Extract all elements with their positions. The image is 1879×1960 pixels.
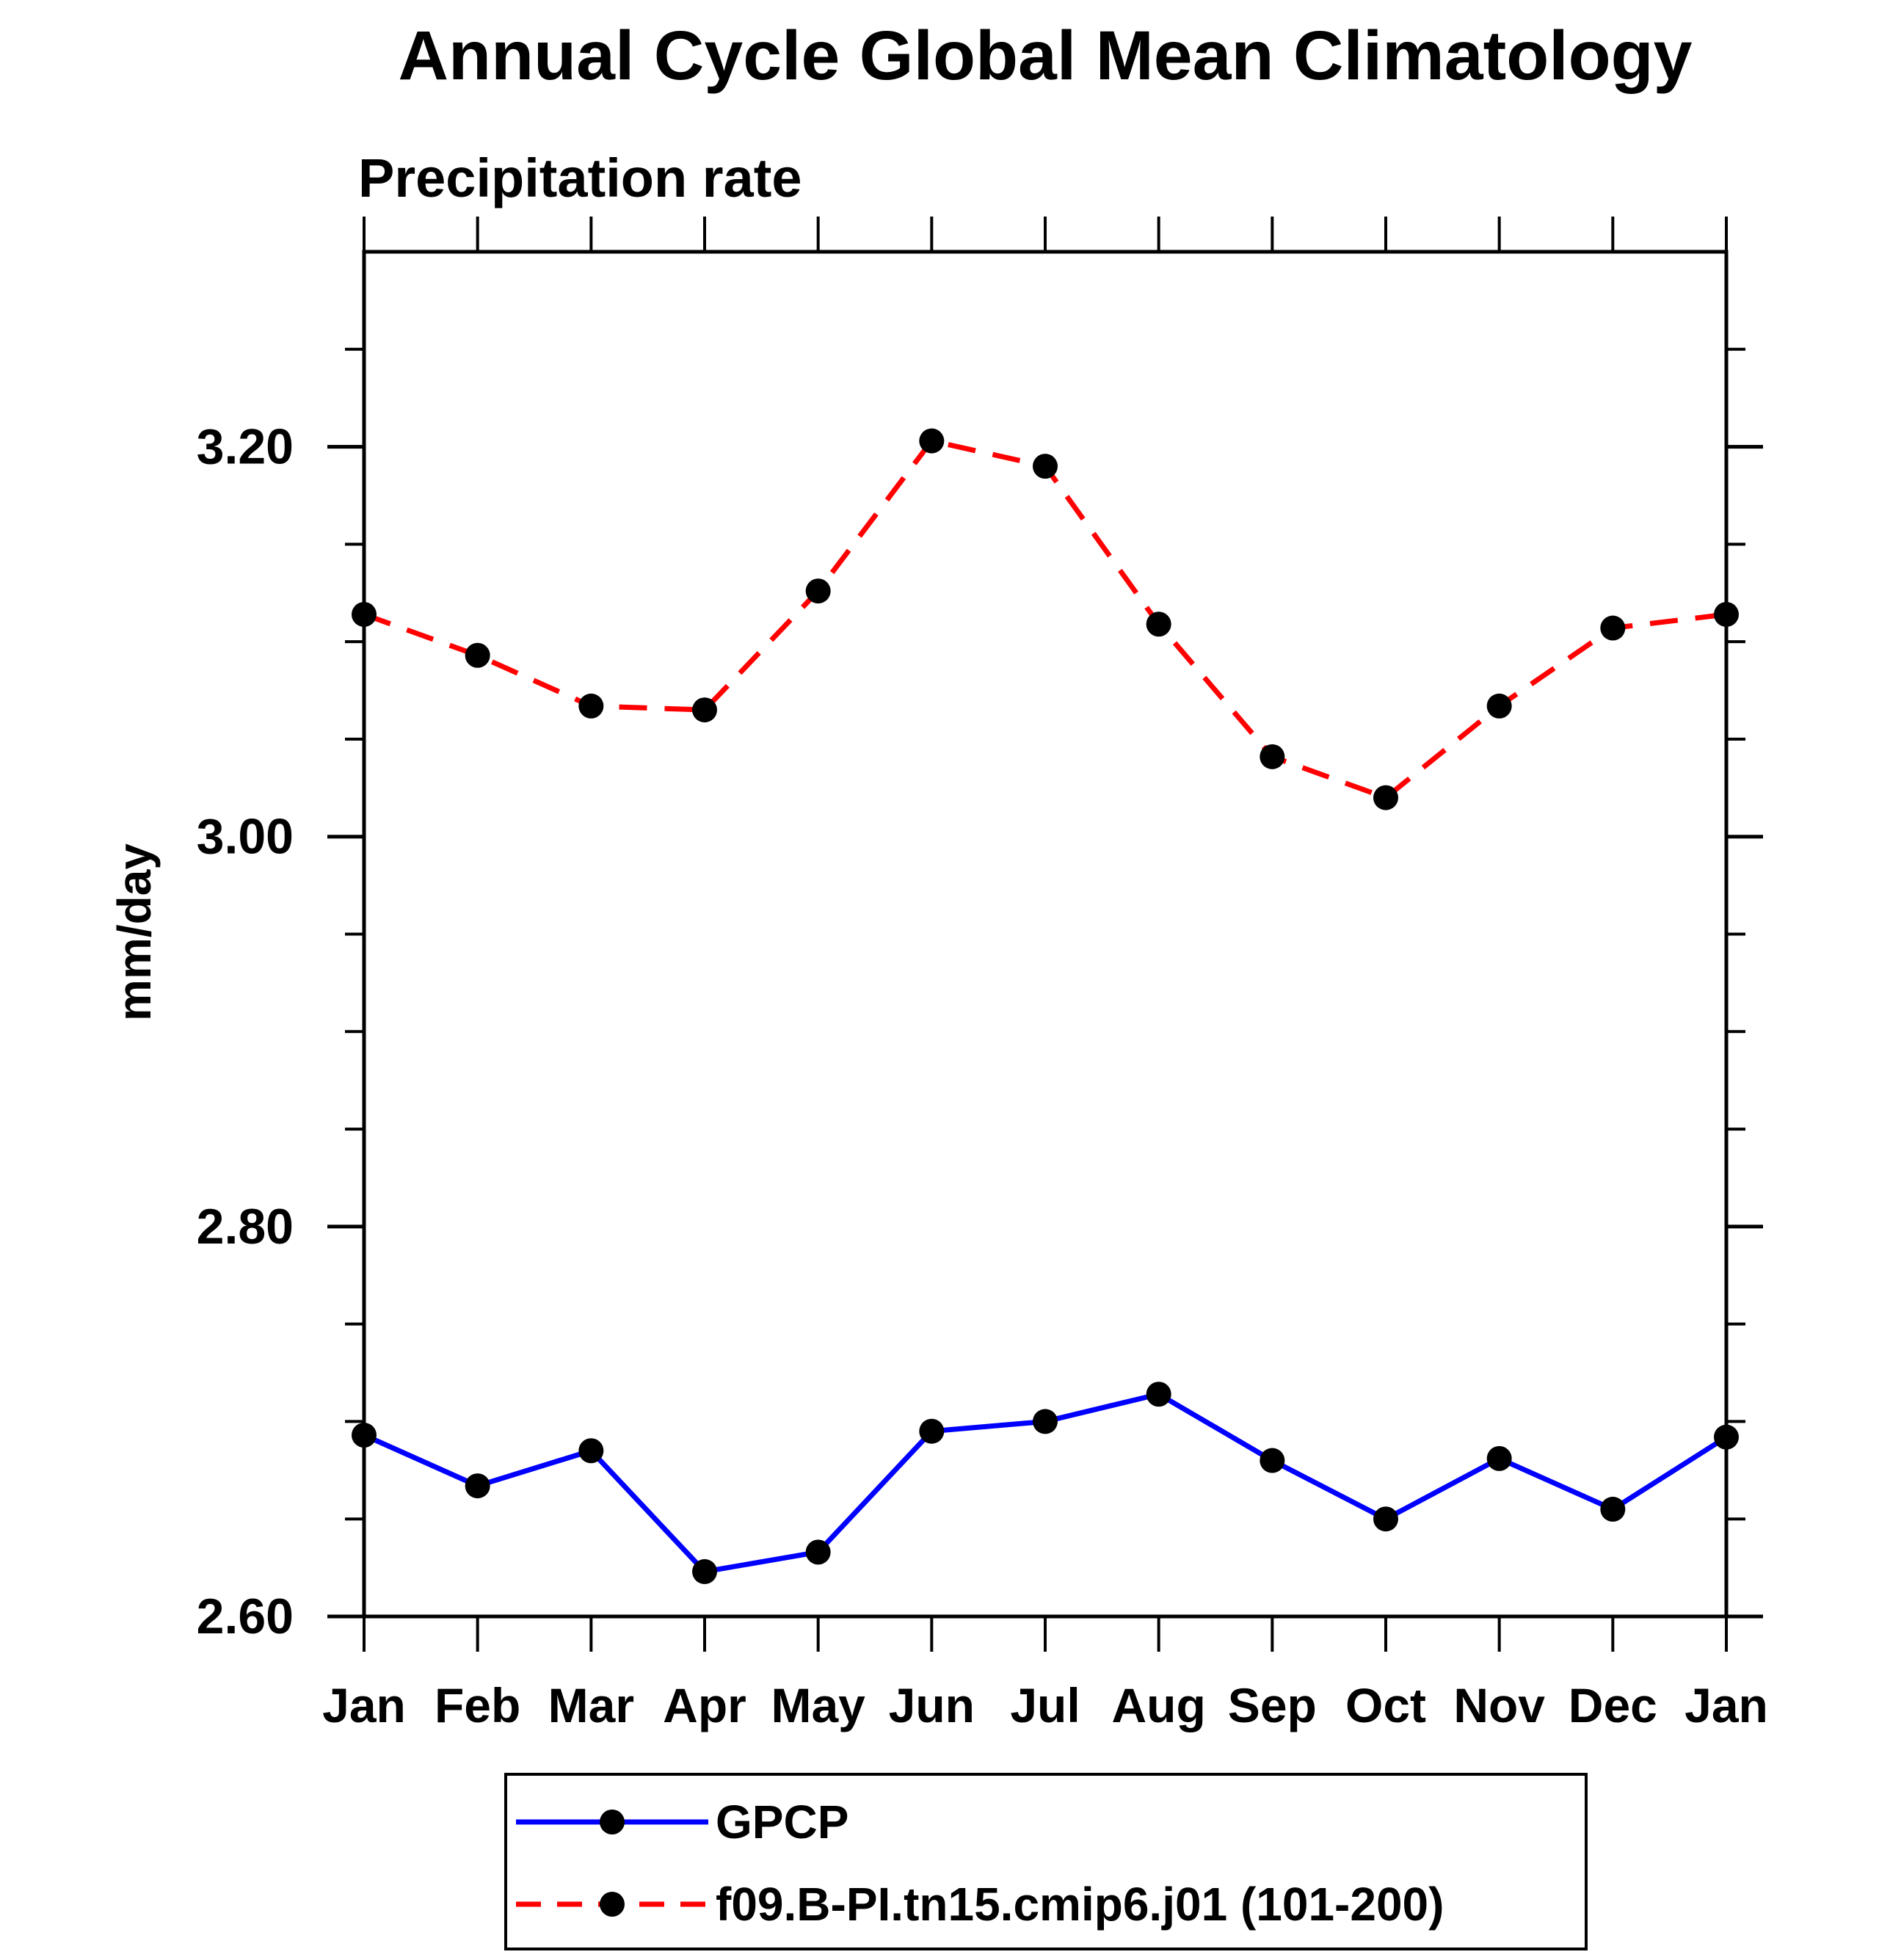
x-tick-label: Jan [1684, 1678, 1768, 1732]
x-tick-label: Jun [889, 1678, 975, 1732]
data-point-marker [692, 1558, 717, 1584]
data-point-marker [465, 1473, 490, 1499]
legend-label-gpcp: GPCP [716, 1796, 849, 1848]
data-point-marker [1146, 611, 1171, 637]
x-tick-label: May [771, 1678, 865, 1732]
y-tick-label: 2.80 [197, 1199, 294, 1255]
data-point-marker [1033, 454, 1058, 479]
legend-box: GPCP f09.B-PI.tn15.cmip6.j01 (101-200) [504, 1773, 1588, 1950]
y-tick-label: 3.00 [197, 809, 294, 865]
data-point-marker [1260, 1448, 1285, 1473]
x-tick-label: Apr [663, 1678, 746, 1732]
data-point-marker [919, 428, 945, 454]
data-point-marker [1600, 1496, 1626, 1522]
legend-item-gpcp: GPCP [513, 1787, 848, 1856]
x-tick-label: Oct [1345, 1678, 1426, 1732]
data-point-marker [1373, 1506, 1398, 1532]
legend-label-model: f09.B-PI.tn15.cmip6.j01 (101-200) [716, 1878, 1444, 1931]
legend-marker [600, 1892, 625, 1917]
data-point-marker [1486, 1445, 1512, 1471]
x-tick-label: Nov [1453, 1678, 1545, 1732]
legend-line-sample-model [516, 1892, 708, 1917]
data-point-marker [1714, 1424, 1739, 1450]
data-point-marker [919, 1418, 945, 1444]
data-point-marker [1714, 601, 1739, 627]
data-point-marker [1373, 785, 1398, 810]
x-tick-label: Feb [435, 1678, 520, 1732]
series-line-model [363, 438, 1727, 801]
x-tick-label: Dec [1569, 1678, 1657, 1732]
x-tick-label: Aug [1112, 1678, 1206, 1732]
data-point-marker [1260, 744, 1285, 769]
chart-title: Annual Cycle Global Mean Climatology [398, 17, 1693, 95]
x-tick-label: Sep [1228, 1678, 1317, 1732]
x-tick-label: Mar [548, 1678, 634, 1732]
data-point-marker [578, 1438, 604, 1464]
chart-subtitle: Precipitation rate [358, 148, 802, 208]
data-point-marker [805, 578, 831, 604]
data-point-marker [1033, 1409, 1058, 1434]
data-point-marker [805, 1539, 831, 1565]
y-tick-label: 3.20 [197, 419, 294, 475]
data-point-marker [1600, 615, 1626, 641]
x-tick-label: Jul [1010, 1678, 1080, 1732]
y-tick-label: 2.60 [197, 1589, 294, 1644]
legend-line-sample-gpcp [516, 1810, 708, 1834]
legend-marker [600, 1810, 625, 1834]
data-point-marker [1486, 693, 1512, 719]
data-point-marker [1146, 1382, 1171, 1407]
data-point-marker [692, 697, 717, 723]
data-point-marker [352, 601, 377, 627]
data-point-marker [352, 1423, 377, 1448]
data-point-marker [465, 642, 490, 668]
x-tick-label: Jan [322, 1678, 406, 1732]
data-point-marker [578, 693, 604, 719]
legend-item-model: f09.B-PI.tn15.cmip6.j01 (101-200) [513, 1870, 1444, 1939]
